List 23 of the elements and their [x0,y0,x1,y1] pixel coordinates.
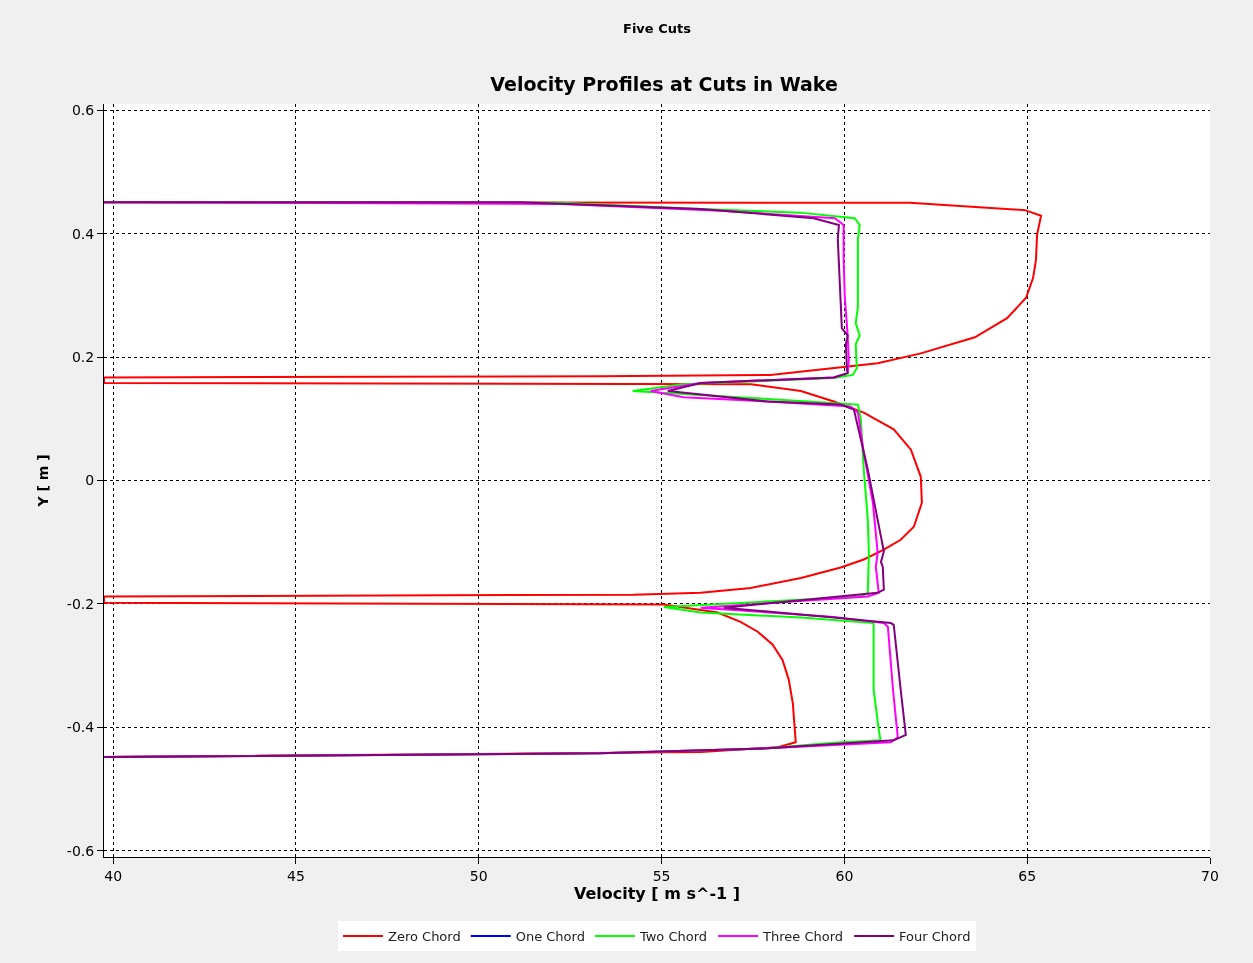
legend-label: Zero Chord [388,929,461,945]
x-tick-label: 60 [835,867,854,884]
legend-label: Three Chord [762,929,844,945]
y-tick-label: 0 [85,472,95,489]
x-tick-label: 70 [1201,867,1219,884]
y-axis-title: Y [ m ] [35,454,52,508]
y-tick-label: 0.4 [71,225,95,242]
x-axis-title: Velocity [ m s^-1 ] [573,883,741,903]
y-tick-label: -0.2 [66,595,95,612]
y-tick-label: -0.4 [66,719,95,736]
x-tick-label: 55 [652,867,671,884]
text: Five Cuts [623,21,692,36]
y-tick-label: 0.6 [71,102,95,119]
chart-title: Velocity Profiles at Cuts in Wake [490,72,838,95]
legend-label: Four Chord [899,929,971,945]
legend-label: Two Chord [638,929,708,945]
x-tick-label: 40 [104,867,123,884]
x-tick-label: 50 [469,867,488,884]
x-tick-label: 65 [1018,867,1037,884]
legend-label: One Chord [515,929,585,945]
y-tick-label: -0.6 [66,842,95,859]
y-tick-label: 0.2 [71,348,95,365]
x-tick-label: 45 [287,867,305,884]
